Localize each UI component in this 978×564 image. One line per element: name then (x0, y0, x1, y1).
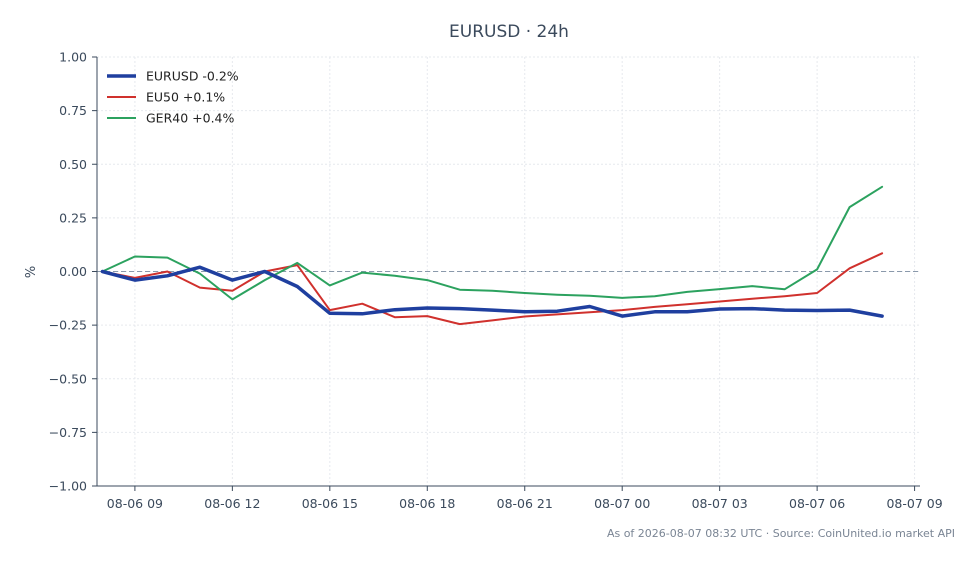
legend-label: EU50 +0.1% (146, 90, 225, 105)
x-tick-label: 08-06 12 (204, 496, 260, 511)
x-tick-label: 08-07 09 (886, 496, 942, 511)
y-tick-label: −0.50 (49, 371, 87, 386)
x-tick-label: 08-06 15 (302, 496, 358, 511)
x-tick-label: 08-06 18 (399, 496, 455, 511)
legend-label: GER40 +0.4% (146, 111, 235, 126)
y-axis-label: % (24, 266, 39, 278)
y-tick-label: 0.00 (59, 264, 87, 279)
y-axis-ticks: 1.00 0.75 0.50 0.25 0.00 −0.25 −0.50 −0.75 −1.00 (49, 50, 97, 494)
series-line (101, 252, 884, 326)
y-tick-label: −1.00 (49, 479, 87, 494)
y-tick-label: −0.75 (49, 425, 87, 440)
x-tick-label: 08-07 06 (789, 496, 845, 511)
x-tick-label: 08-07 00 (594, 496, 650, 511)
y-tick-label: 0.75 (59, 103, 87, 118)
chart-title: EURUSD · 24h (449, 22, 569, 42)
series-line (100, 265, 884, 318)
y-tick-label: 0.50 (59, 157, 87, 172)
legend-label: EURUSD -0.2% (146, 69, 239, 84)
x-tick-label: 08-07 03 (692, 496, 748, 511)
legend: EURUSD -0.2% EU50 +0.1% GER40 +0.4% (107, 69, 239, 126)
x-tick-label: 08-06 21 (497, 496, 553, 511)
x-axis-ticks: 08-06 09 08-06 12 08-06 15 08-06 18 08-06 21… (107, 486, 943, 511)
series-lines (100, 185, 884, 326)
y-tick-label: −0.25 (49, 318, 87, 333)
y-tick-label: 0.25 (59, 210, 87, 225)
x-tick-label: 08-06 09 (107, 496, 163, 511)
source-footnote: As of 2026-08-07 08:32 UTC · Source: Coi… (607, 527, 955, 540)
y-tick-label: 1.00 (59, 50, 87, 65)
series-line (101, 185, 884, 301)
